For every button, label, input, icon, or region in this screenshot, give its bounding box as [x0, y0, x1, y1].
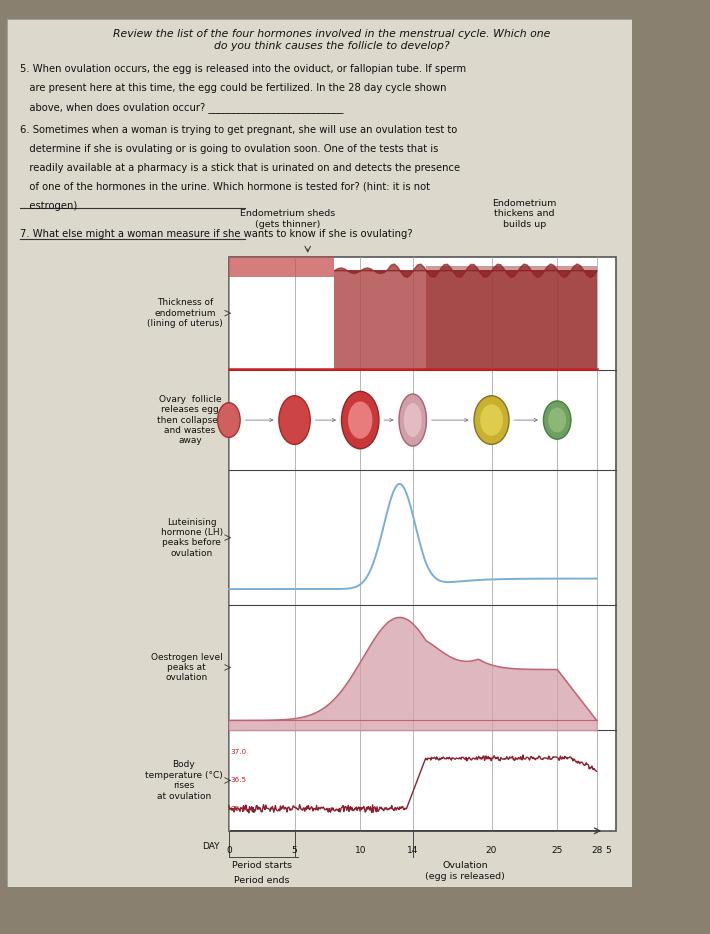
Ellipse shape [404, 403, 422, 437]
Text: Thickness of
endometrium
(lining of uterus): Thickness of endometrium (lining of uter… [147, 298, 223, 328]
Ellipse shape [548, 407, 566, 432]
Text: 6. Sometimes when a woman is trying to get pregnant, she will use an ovulation t: 6. Sometimes when a woman is trying to g… [20, 124, 457, 134]
Text: 36.0: 36.0 [231, 806, 247, 812]
Text: Ovulation
(egg is released): Ovulation (egg is released) [425, 861, 506, 881]
Text: 36.5: 36.5 [231, 777, 247, 784]
Ellipse shape [279, 396, 310, 445]
Text: 0: 0 [226, 846, 231, 856]
Text: do you think causes the follicle to develop?: do you think causes the follicle to deve… [214, 41, 450, 51]
Text: Body
temperature (°C)
rises
at ovulation: Body temperature (°C) rises at ovulation [145, 760, 223, 800]
Text: 7. What else might a woman measure if she wants to know if she is ovulating?: 7. What else might a woman measure if sh… [20, 229, 413, 239]
Text: 37.0: 37.0 [231, 749, 247, 756]
Text: Endometrium
thickens and
builds up: Endometrium thickens and builds up [492, 199, 557, 229]
Ellipse shape [474, 396, 509, 445]
Text: 5. When ovulation occurs, the egg is released into the oviduct, or fallopian tub: 5. When ovulation occurs, the egg is rel… [20, 64, 466, 74]
Ellipse shape [348, 402, 373, 439]
Text: Ovary  follicle
releases egg
then collapses
and wastes
away: Ovary follicle releases egg then collaps… [157, 395, 223, 446]
Text: above, when does ovulation occur? ___________________________: above, when does ovulation occur? ______… [20, 102, 343, 113]
Ellipse shape [218, 403, 240, 437]
Text: 20: 20 [486, 846, 497, 856]
Text: 5: 5 [292, 846, 297, 856]
Text: Oestrogen level
peaks at
ovulation: Oestrogen level peaks at ovulation [151, 653, 223, 683]
Text: 10: 10 [354, 846, 366, 856]
Text: 25: 25 [552, 846, 563, 856]
Text: readily available at a pharmacy is a stick that is urinated on and detects the p: readily available at a pharmacy is a sti… [20, 163, 459, 173]
Text: Review the list of the four hormones involved in the menstrual cycle. Which one: Review the list of the four hormones inv… [114, 29, 551, 39]
Text: Period ends: Period ends [234, 876, 290, 885]
Ellipse shape [543, 401, 571, 439]
Ellipse shape [342, 391, 379, 448]
Text: are present here at this time, the egg could be fertilized. In the 28 day cycle : are present here at this time, the egg c… [20, 83, 446, 93]
Bar [229, 257, 334, 277]
Text: Endometrium sheds
(gets thinner): Endometrium sheds (gets thinner) [241, 209, 336, 229]
Ellipse shape [399, 394, 427, 446]
Text: 28: 28 [591, 846, 602, 856]
Text: Luteinising
hormone (LH)
peaks before
ovulation: Luteinising hormone (LH) peaks before ov… [160, 517, 223, 558]
Text: Period starts: Period starts [231, 861, 292, 870]
Text: DAY: DAY [202, 842, 219, 851]
Text: estrogen): estrogen) [20, 201, 77, 211]
Text: 14: 14 [407, 846, 418, 856]
Bar [426, 265, 596, 370]
Text: determine if she is ovulating or is going to ovulation soon. One of the tests th: determine if she is ovulating or is goin… [20, 144, 438, 154]
Bar [334, 270, 596, 370]
Bar [229, 257, 616, 831]
Ellipse shape [480, 404, 503, 436]
Text: of one of the hormones in the urine. Which hormone is tested for? (hint: it is n: of one of the hormones in the urine. Whi… [20, 182, 430, 192]
Text: 5: 5 [605, 846, 611, 856]
